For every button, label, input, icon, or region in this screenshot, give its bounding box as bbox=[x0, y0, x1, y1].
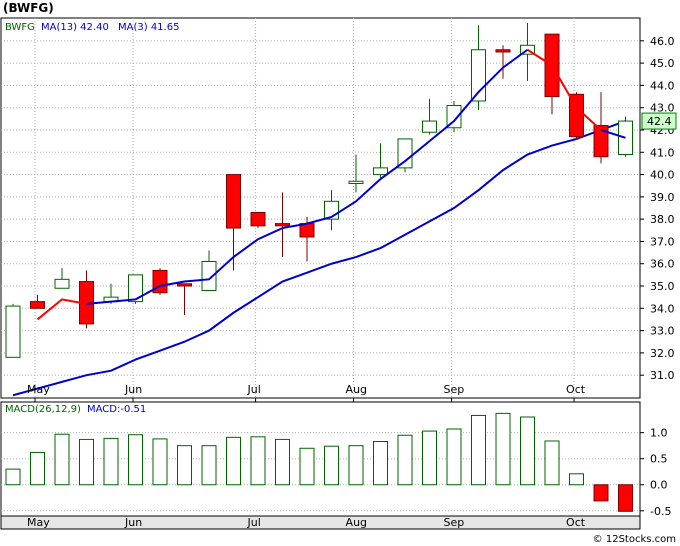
price-tick-label: 33.0 bbox=[650, 325, 675, 338]
candle-up bbox=[201, 260, 217, 291]
macd-bar bbox=[593, 484, 609, 502]
candle-down bbox=[30, 301, 45, 309]
price-month-label: Sep bbox=[444, 383, 465, 396]
ma3-line-blue bbox=[600, 129, 626, 139]
macd-month-label: Sep bbox=[444, 516, 465, 529]
macd-month-label: May bbox=[27, 516, 50, 529]
price-tick-label: 31.0 bbox=[650, 369, 675, 382]
candle-down bbox=[250, 211, 266, 227]
candle-up bbox=[348, 180, 364, 184]
macd-bar bbox=[103, 437, 119, 486]
price-tick-label: 37.0 bbox=[650, 235, 675, 248]
macd-bar bbox=[373, 441, 388, 486]
price-tick-label: 38.0 bbox=[650, 213, 675, 226]
macd-month-label: Oct bbox=[566, 516, 586, 529]
price-tick-label: 36.0 bbox=[650, 258, 675, 271]
macd-tick-label: -0.5 bbox=[650, 505, 671, 518]
price-month-label: Aug bbox=[346, 383, 367, 396]
macd-legend-label: MACD(26,12,9) bbox=[5, 404, 81, 415]
macd-bar bbox=[324, 445, 339, 486]
ma13-line bbox=[12, 120, 626, 397]
macd-bar bbox=[275, 438, 290, 486]
price-month-label: Jul bbox=[247, 383, 261, 396]
macd-bar bbox=[397, 434, 413, 486]
price-plot-area bbox=[0, 17, 641, 399]
macd-month-label: Aug bbox=[346, 516, 367, 529]
macd-bar bbox=[54, 433, 70, 486]
candle-up bbox=[373, 167, 388, 176]
macd-bar bbox=[128, 434, 143, 486]
macd-bar bbox=[299, 447, 315, 486]
price-tick-label: 39.0 bbox=[650, 191, 675, 204]
candle-down bbox=[299, 223, 315, 238]
legend-ticker: BWFG bbox=[5, 22, 35, 33]
legend-ma13: MA(13) 42.40 bbox=[41, 22, 109, 33]
macd-bar bbox=[446, 428, 462, 486]
price-tick-label: 40.0 bbox=[650, 169, 675, 182]
candle-up bbox=[397, 138, 413, 169]
macd-month-label: Jun bbox=[124, 516, 142, 529]
price-month-label: May bbox=[27, 383, 50, 396]
macd-bar bbox=[544, 440, 560, 486]
candle-up bbox=[128, 274, 143, 303]
chart-title: (BWFG) bbox=[3, 1, 54, 15]
credit-text: © 12Stocks.com bbox=[592, 534, 676, 545]
price-tick-label: 35.0 bbox=[650, 280, 675, 293]
x-axis-band bbox=[0, 515, 641, 530]
macd-bar bbox=[250, 436, 266, 486]
ma3-line-blue bbox=[86, 48, 529, 305]
candle-down bbox=[177, 283, 192, 287]
macd-bar bbox=[348, 445, 364, 486]
price-tick-label: 46.0 bbox=[650, 35, 675, 48]
price-tick-label: 32.0 bbox=[650, 347, 675, 360]
candle-up bbox=[422, 120, 437, 133]
ma3-line bbox=[36, 298, 87, 321]
macd-bar bbox=[226, 436, 241, 486]
candle-down bbox=[569, 93, 584, 138]
macd-bar bbox=[471, 414, 486, 486]
macd-bar bbox=[30, 451, 45, 486]
candle-down bbox=[275, 223, 290, 227]
macd-bar bbox=[495, 412, 511, 486]
macd-bar bbox=[422, 430, 437, 486]
candle-up bbox=[5, 305, 21, 358]
candle-down bbox=[495, 49, 511, 53]
macd-bar bbox=[618, 484, 633, 512]
macd-tick-label: 0.0 bbox=[650, 479, 668, 492]
price-tick-label: 41.0 bbox=[650, 146, 675, 159]
last-price-label: 42.4 bbox=[647, 115, 672, 128]
macd-bar bbox=[152, 438, 168, 486]
last-price-box bbox=[641, 112, 677, 130]
price-tick-label: 34.0 bbox=[650, 302, 675, 315]
legend-ma3: MA(3) 41.65 bbox=[118, 22, 179, 33]
macd-bar bbox=[520, 416, 535, 486]
price-tick-label: 45.0 bbox=[650, 57, 675, 70]
macd-legend-value: MACD:-0.51 bbox=[87, 404, 146, 415]
macd-bar bbox=[201, 445, 217, 486]
macd-tick-label: 0.5 bbox=[650, 453, 668, 466]
candle-down bbox=[593, 125, 609, 158]
price-month-label: Jun bbox=[124, 383, 142, 396]
price-month-label: Oct bbox=[566, 383, 586, 396]
macd-bar bbox=[5, 468, 21, 486]
macd-tick-label: 1.0 bbox=[650, 427, 668, 440]
macd-panel: -0.5 0.0 0.5 1.0 MACD(26,12,9) MACD:-0.51 May J… bbox=[0, 401, 671, 530]
macd-bar bbox=[79, 438, 94, 486]
price-tick-label: 44.0 bbox=[650, 79, 675, 92]
macd-bar bbox=[177, 445, 192, 486]
macd-month-label: Jul bbox=[247, 516, 261, 529]
price-panel: 31.0 32.0 33.0 34.0 35.0 36.0 37.0 38.0 39.0 40.0… bbox=[0, 17, 677, 402]
candle-up bbox=[446, 104, 462, 129]
candle-up bbox=[54, 278, 70, 289]
macd-bar bbox=[569, 473, 584, 486]
price-tick-label: 43.0 bbox=[650, 102, 675, 115]
candle-down bbox=[226, 174, 241, 229]
ma3-line bbox=[526, 48, 602, 131]
